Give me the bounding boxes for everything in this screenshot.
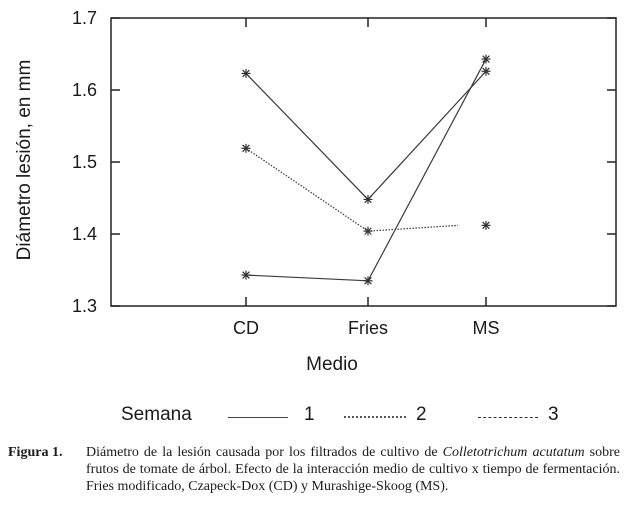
legend-title: Semana	[121, 404, 192, 425]
x-tick-label: CD	[233, 318, 259, 338]
series-line-1	[245, 70, 487, 201]
caption-text: Diámetro de la lesión causada por los fi…	[86, 444, 620, 495]
y-tick-label: 1.6	[72, 80, 97, 100]
data-point	[241, 270, 251, 280]
caption-species: Colletotrichum acutatum	[442, 445, 585, 460]
data-point	[481, 66, 491, 76]
y-tick-label: 1.7	[72, 8, 97, 28]
x-tick-label: Fries	[348, 318, 388, 338]
y-axis: 1.3 1.4 1.5 1.6 1.7	[72, 8, 616, 316]
data-point	[363, 194, 373, 204]
data-point	[363, 226, 373, 236]
plot-frame	[110, 17, 617, 307]
x-axis: CD Fries MS	[233, 18, 500, 338]
y-tick-label: 1.4	[72, 224, 97, 244]
series-line-2	[245, 147, 459, 232]
x-tick-label: MS	[473, 318, 500, 338]
x-axis-title: Medio	[306, 354, 358, 375]
line-chart: 1.3 1.4 1.5 1.6 1.7 CD Fries MS Diámetro lesió…	[14, 8, 617, 375]
legend-line-solid	[228, 417, 288, 418]
data-point	[481, 220, 491, 230]
y-tick-label: 1.3	[72, 296, 97, 316]
series-1	[241, 66, 491, 204]
data-point	[241, 143, 251, 153]
series-layer	[241, 54, 491, 286]
legend-label-1: 1	[304, 404, 315, 425]
legend: Semana 1 2 3	[0, 404, 634, 432]
y-tick-label: 1.5	[72, 152, 97, 172]
caption-text-before: Diámetro de la lesión causada por los fi…	[86, 445, 443, 460]
caption-label: Figura 1.	[8, 445, 63, 460]
legend-line-dashed	[478, 417, 538, 418]
y-axis-title: Diámetro lesión, en mm	[14, 60, 35, 261]
legend-line-dotted	[344, 416, 406, 418]
data-point	[241, 68, 251, 78]
legend-label-2: 2	[416, 404, 427, 425]
data-point	[481, 54, 491, 64]
series-2	[241, 143, 491, 236]
legend-label-3: 3	[548, 404, 559, 425]
series-line-3	[245, 58, 487, 282]
plot-border	[110, 17, 617, 307]
data-point	[363, 276, 373, 286]
caption-text-after: sobre frutos de tomate de árbol. Efecto …	[86, 445, 620, 494]
series-3	[241, 54, 491, 286]
